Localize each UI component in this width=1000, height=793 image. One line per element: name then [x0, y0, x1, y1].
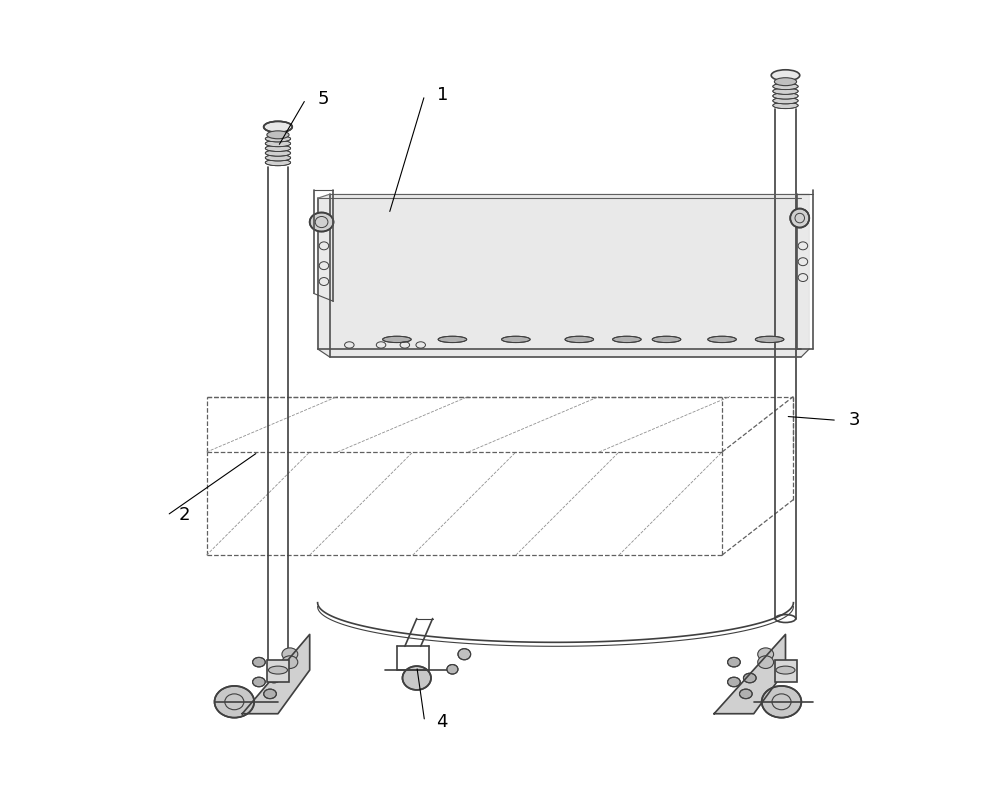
- Ellipse shape: [402, 666, 431, 690]
- Ellipse shape: [265, 140, 291, 147]
- Ellipse shape: [268, 666, 287, 674]
- Ellipse shape: [790, 209, 809, 228]
- Ellipse shape: [253, 657, 265, 667]
- Polygon shape: [242, 634, 310, 714]
- Ellipse shape: [265, 155, 291, 161]
- Ellipse shape: [773, 88, 798, 94]
- Ellipse shape: [728, 657, 740, 667]
- Ellipse shape: [758, 656, 774, 668]
- Ellipse shape: [458, 649, 471, 660]
- Polygon shape: [318, 194, 809, 357]
- Ellipse shape: [502, 336, 530, 343]
- Ellipse shape: [438, 336, 467, 343]
- Ellipse shape: [268, 673, 280, 683]
- Ellipse shape: [771, 70, 800, 81]
- Ellipse shape: [773, 102, 798, 109]
- Text: 4: 4: [437, 713, 448, 730]
- Ellipse shape: [383, 336, 411, 343]
- Ellipse shape: [773, 83, 798, 90]
- Ellipse shape: [267, 131, 289, 139]
- Ellipse shape: [613, 336, 641, 343]
- Ellipse shape: [773, 98, 798, 104]
- Ellipse shape: [774, 78, 797, 86]
- Ellipse shape: [265, 136, 291, 142]
- Ellipse shape: [708, 336, 736, 343]
- Ellipse shape: [758, 648, 774, 661]
- Bar: [775, 660, 797, 682]
- Ellipse shape: [565, 336, 594, 343]
- Ellipse shape: [265, 145, 291, 151]
- Text: 2: 2: [179, 507, 190, 524]
- Ellipse shape: [265, 159, 291, 166]
- Text: 3: 3: [849, 412, 860, 429]
- Ellipse shape: [264, 121, 292, 132]
- Ellipse shape: [762, 686, 801, 718]
- Ellipse shape: [773, 93, 798, 99]
- Text: 5: 5: [318, 90, 329, 108]
- Ellipse shape: [253, 677, 265, 687]
- Ellipse shape: [282, 648, 298, 661]
- Ellipse shape: [776, 666, 795, 674]
- Polygon shape: [714, 634, 785, 714]
- Ellipse shape: [310, 213, 333, 232]
- Ellipse shape: [282, 656, 298, 668]
- Ellipse shape: [265, 150, 291, 156]
- Ellipse shape: [728, 677, 740, 687]
- Ellipse shape: [215, 686, 254, 718]
- Ellipse shape: [652, 336, 681, 343]
- Ellipse shape: [447, 665, 458, 674]
- Ellipse shape: [743, 673, 756, 683]
- Ellipse shape: [264, 689, 276, 699]
- Ellipse shape: [755, 336, 784, 343]
- Ellipse shape: [739, 689, 752, 699]
- Bar: [267, 660, 289, 682]
- Text: 1: 1: [437, 86, 448, 104]
